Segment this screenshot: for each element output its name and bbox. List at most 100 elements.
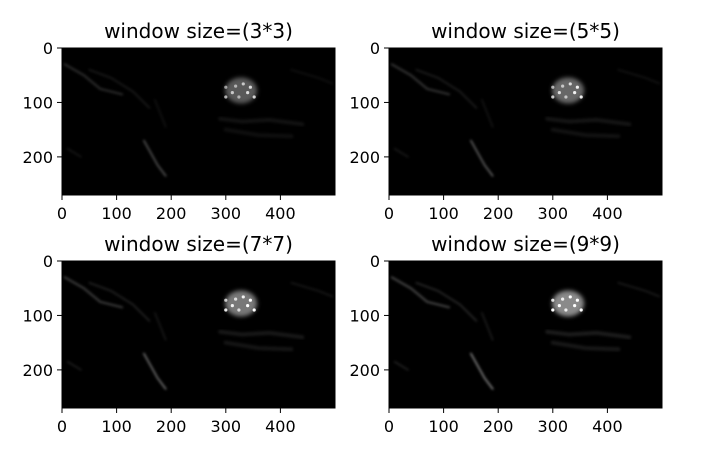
x-tick-label: 0 — [57, 204, 67, 223]
x-tick-label: 400 — [265, 204, 296, 223]
image-speck — [551, 85, 555, 89]
image-edge — [393, 361, 409, 371]
image-speck — [241, 295, 245, 299]
image-speck — [561, 297, 565, 301]
image-speck — [252, 95, 256, 99]
x-tick-label: 100 — [101, 204, 132, 223]
image-speck — [224, 298, 228, 302]
axes-frame — [388, 47, 663, 196]
image-edge — [470, 352, 494, 390]
axes-frame — [61, 260, 336, 409]
image-edge — [545, 329, 632, 340]
x-tick-label: 400 — [265, 417, 296, 436]
x-tick-label: 200 — [483, 417, 514, 436]
image-edge — [66, 148, 82, 158]
image-content — [63, 276, 334, 390]
x-tick-label: 300 — [211, 417, 242, 436]
y-tick-label: 200 — [22, 361, 53, 380]
x-tick-label: 100 — [428, 417, 459, 436]
image-speck — [224, 95, 228, 99]
image-speck — [557, 91, 561, 95]
subplot-title: window size=(9*9) — [431, 232, 620, 256]
x-tick-label: 0 — [384, 204, 394, 223]
image-speck — [579, 308, 583, 312]
x-tick-label: 300 — [538, 204, 569, 223]
image-edge — [617, 69, 661, 85]
image-speck — [557, 304, 561, 308]
image-speck — [551, 298, 555, 302]
image-speck — [237, 308, 241, 312]
image-speck — [230, 91, 234, 95]
image-speck — [575, 298, 579, 302]
x-tick-label: 200 — [156, 417, 187, 436]
subplot-3: window size=(7*7) 0 100 200 300 400 0 100 200 — [22, 232, 336, 436]
image-content — [390, 276, 661, 390]
image-speck — [224, 85, 228, 89]
axes-frame — [61, 47, 336, 196]
image-speck — [248, 85, 252, 89]
x-tick-label: 0 — [57, 417, 67, 436]
subplot-title: window size=(5*5) — [431, 19, 620, 43]
image-blob — [552, 290, 585, 317]
image-edge — [550, 127, 621, 139]
image-speck — [568, 82, 572, 86]
image-speck — [579, 95, 583, 99]
image-edge — [63, 276, 124, 309]
image-edge — [390, 276, 451, 309]
image-edge — [290, 69, 334, 85]
image-speck — [564, 95, 568, 99]
image-edge — [218, 116, 305, 127]
subplot-title: window size=(7*7) — [104, 232, 293, 256]
y-tick-label: 200 — [22, 148, 53, 167]
image-speck — [246, 304, 250, 308]
image-edge — [218, 329, 305, 340]
image-edge — [223, 340, 294, 352]
y-tick-label: 0 — [370, 252, 380, 271]
image-edge — [481, 99, 494, 128]
image-speck — [551, 308, 555, 312]
image-speck — [248, 298, 252, 302]
image-speck — [573, 91, 577, 95]
image-blob — [225, 290, 258, 317]
y-tick-label: 0 — [370, 39, 380, 58]
image-edge — [63, 63, 124, 96]
axes-frame — [388, 260, 663, 409]
image-speck — [561, 84, 565, 88]
image-edge — [550, 340, 621, 352]
y-tick-label: 0 — [43, 252, 53, 271]
image-edge — [290, 282, 334, 298]
image-speck — [551, 95, 555, 99]
image-speck — [234, 84, 238, 88]
image-speck — [237, 95, 241, 99]
image-speck — [230, 304, 234, 308]
image-edge — [415, 69, 478, 109]
image-edge — [154, 312, 167, 341]
image-content — [390, 63, 661, 177]
image-speck — [224, 308, 228, 312]
image-edge — [393, 148, 409, 158]
image-edge — [223, 127, 294, 139]
image-edge — [415, 282, 478, 322]
x-tick-label: 100 — [428, 204, 459, 223]
image-edge — [143, 139, 167, 177]
image-speck — [241, 82, 245, 86]
y-tick-label: 0 — [43, 39, 53, 58]
image-speck — [234, 297, 238, 301]
image-speck — [564, 308, 568, 312]
image-blob — [225, 77, 258, 104]
image-edge — [88, 69, 151, 109]
image-edge — [470, 139, 494, 177]
x-tick-label: 200 — [483, 204, 514, 223]
subplot-4: window size=(9*9) 0 100 200 300 400 0 100 200 — [349, 232, 663, 436]
y-tick-label: 200 — [349, 148, 380, 167]
image-speck — [252, 308, 256, 312]
subplot-title: window size=(3*3) — [104, 19, 293, 43]
x-tick-label: 300 — [211, 204, 242, 223]
image-speck — [246, 91, 250, 95]
image-edge — [481, 312, 494, 341]
x-tick-label: 300 — [538, 417, 569, 436]
y-tick-label: 100 — [349, 93, 380, 112]
image-edge — [545, 116, 632, 127]
image-edge — [390, 63, 451, 96]
